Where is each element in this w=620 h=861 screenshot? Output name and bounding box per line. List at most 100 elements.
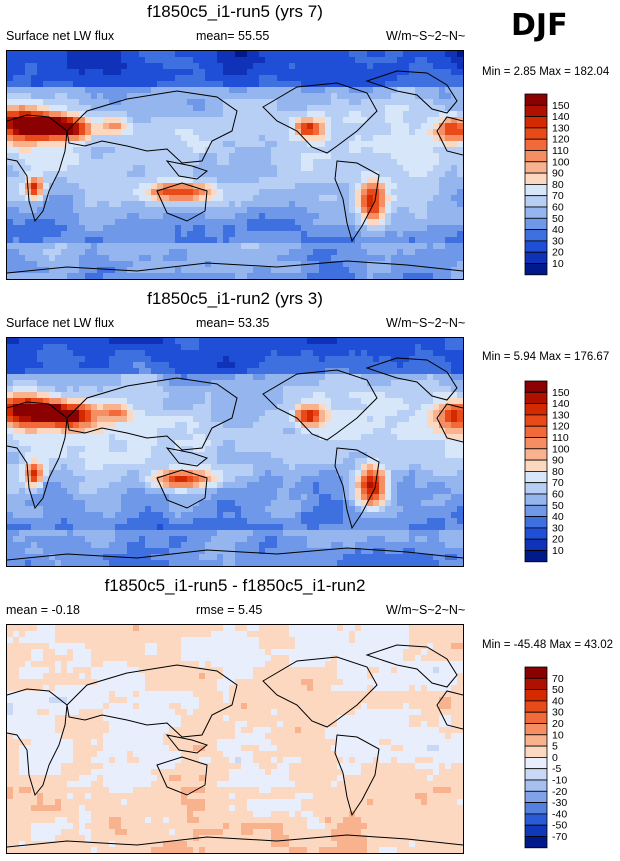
map-cell [451,470,458,477]
map-cell [37,207,44,214]
map-cell [445,440,452,447]
map-cell [247,243,254,250]
map-cell [157,165,164,172]
map-cell [61,380,68,387]
map-cell [103,135,110,142]
map-cell [73,350,80,357]
map-cell [43,159,50,166]
map-cell [121,177,128,184]
map-cell [403,416,410,423]
map-cell [391,189,398,196]
map-cell [175,57,182,64]
map-cell [313,338,320,345]
map-cell [379,69,386,76]
map-cell [199,380,206,387]
map-cell [367,350,374,357]
map-cell [31,51,38,58]
map-cell [163,75,170,82]
map-cell [259,452,266,459]
map-cell [31,356,38,363]
map-cell [109,422,116,429]
map-cell [49,201,56,208]
map-cell [85,99,92,106]
map-cell [37,428,44,435]
map-cell [49,87,56,94]
coastline [7,114,68,223]
map-cell [277,392,284,399]
map-cell [127,129,134,136]
map-cell [451,482,458,489]
map-cell [271,458,278,465]
map-cell [31,374,38,381]
map-cell [55,344,62,351]
map-cell [457,87,463,94]
map-cell [133,189,140,196]
map-cell [253,195,260,202]
map-cell [157,422,164,429]
map-cell [37,159,44,166]
map-cell [139,446,146,453]
map-cell [433,111,440,118]
map-cell [205,428,212,435]
map-cell [451,452,458,459]
map-cell [121,392,128,399]
map-cell [337,129,344,136]
map-cell [205,225,212,232]
map-cell [145,213,152,220]
map-cell [139,482,146,489]
map-cell [7,482,14,489]
map-cell [421,105,428,112]
map-cell [199,147,206,154]
map-cell [457,183,463,190]
map-cell [295,452,302,459]
map-cell [385,189,392,196]
map-cell [457,488,463,495]
map-cell [109,428,116,435]
map-cell [349,494,356,501]
map-cell [67,195,74,202]
map-cell [391,434,398,441]
map-cell [373,105,380,112]
map-cell [19,189,26,196]
map-cell [457,422,463,429]
map-cell [217,225,224,232]
map-cell [187,87,194,94]
map-cell [259,111,266,118]
map-cell [319,63,326,70]
map-cell [13,69,20,76]
map-cell [457,69,463,76]
map-cell [7,189,14,196]
map-cell [151,63,158,70]
map-cell [301,249,308,256]
map-cell [271,440,278,447]
map-cell [421,147,428,154]
map-cell [271,141,278,148]
map-cell [241,482,248,489]
map-cell [397,231,404,238]
map-cell [85,255,92,262]
map-cell [421,362,428,369]
map-cell [313,87,320,94]
map-cell [271,63,278,70]
map-cell [31,189,38,196]
map-cell [19,87,26,94]
map-cell [157,153,164,160]
map-cell [457,81,463,88]
map-cell [211,189,218,196]
map-cell [247,207,254,214]
map-cell [145,207,152,214]
map-cell [415,171,422,178]
map-cell [289,482,296,489]
map-cell [337,440,344,447]
map-cell [277,201,284,208]
map-cell [385,177,392,184]
map-cell [79,93,86,100]
map-cell [193,177,200,184]
map-cell [37,350,44,357]
map-cell [397,69,404,76]
map-cell [163,374,170,381]
map-cell [7,213,14,220]
map-cell [139,398,146,405]
map-cell [331,470,338,477]
map-cell [439,452,446,459]
